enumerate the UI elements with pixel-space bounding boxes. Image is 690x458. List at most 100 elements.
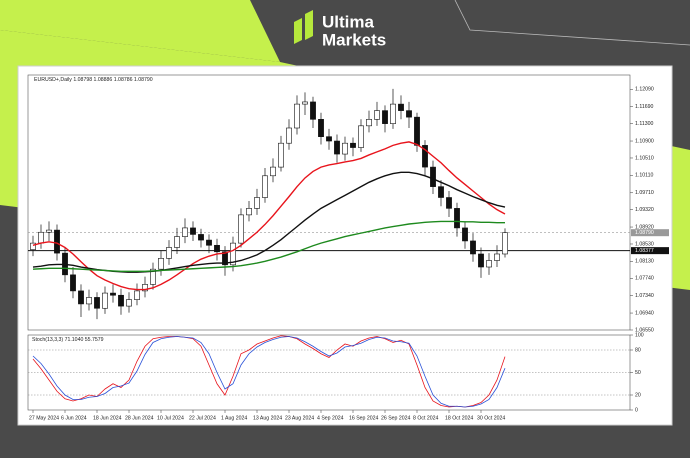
y-tick-label: 1.11690	[635, 104, 653, 110]
y-tick-label: 50	[635, 370, 641, 376]
candle-body	[230, 242, 236, 266]
chart-panel	[17, 65, 673, 426]
x-tick-label: 28 Jun 2024	[125, 415, 154, 421]
candle-body	[318, 119, 324, 137]
candle-body	[38, 231, 44, 244]
candle-body	[102, 292, 108, 309]
candle-body	[406, 110, 412, 118]
x-tick-label: 18 Jun 2024	[93, 415, 122, 421]
x-tick-label: 22 Jul 2024	[189, 415, 216, 421]
candle-body	[446, 197, 452, 209]
candle-body	[150, 268, 156, 285]
y-tick-label: 1.11300	[635, 121, 653, 127]
y-tick-label: 20	[635, 392, 641, 398]
indicator-line	[32, 220, 505, 273]
x-tick-label: 8 Oct 2024	[413, 415, 438, 421]
candle-body	[454, 208, 460, 229]
candle-body	[54, 229, 60, 254]
price-level-label: 1.08790	[635, 230, 654, 236]
y-tick-label: 1.10110	[635, 173, 653, 179]
deco-line	[454, 0, 690, 46]
candle-body	[294, 103, 300, 129]
candle-body	[214, 244, 220, 253]
y-tick-label: 100	[635, 332, 644, 338]
candle-body	[310, 101, 316, 120]
candle-body	[198, 234, 204, 241]
x-tick-label: 23 Aug 2024	[285, 415, 314, 421]
y-tick-label: 80	[635, 347, 641, 353]
candle-body	[270, 166, 276, 177]
x-tick-label: 4 Sep 2024	[317, 415, 344, 421]
y-tick-label: 1.09710	[635, 190, 654, 196]
candle-body	[438, 186, 444, 198]
candle-body	[342, 142, 348, 155]
price-level-tag	[631, 229, 669, 237]
y-tick-label: 1.09320	[635, 207, 654, 213]
stoch-title: Stoch(13,3,3) 71.1040 55.7579	[32, 337, 104, 343]
x-tick-label: 18 Oct 2024	[445, 415, 473, 421]
candle-body	[190, 227, 196, 235]
candle-body	[174, 236, 180, 248]
candle-body	[286, 127, 292, 144]
logo: Ultima Markets	[294, 10, 386, 49]
candle-body	[126, 299, 132, 307]
candle-body	[478, 253, 484, 268]
candle-body	[206, 239, 212, 246]
candle-body	[238, 214, 244, 244]
candle-body	[278, 142, 284, 168]
price-level-tag	[631, 247, 669, 255]
candle-body	[30, 242, 36, 250]
brand-line1: Ultima	[322, 12, 375, 31]
x-tick-label: 6 Jun 2024	[61, 415, 87, 421]
logo-icon	[294, 18, 302, 44]
candle-body	[350, 142, 356, 148]
candle-body	[118, 294, 124, 307]
logo-icon	[305, 10, 313, 40]
candle-body	[94, 297, 100, 309]
y-tick-label: 1.07740	[635, 276, 654, 282]
candle-body	[78, 290, 84, 305]
candle-body	[182, 227, 188, 237]
chart-title: EURUSD+,Daily 1.08798 1.08886 1.08786 1.…	[34, 77, 153, 83]
candle-body	[142, 284, 148, 292]
candle-body	[398, 103, 404, 111]
candle-body	[462, 227, 468, 242]
y-tick-label: 0	[635, 407, 638, 413]
candle-body	[494, 253, 500, 261]
candle-body	[326, 136, 332, 142]
indicator-line	[32, 336, 506, 408]
candle-body	[382, 110, 388, 124]
x-tick-label: 27 May 2024	[29, 415, 59, 421]
y-tick-label: 1.10510	[635, 155, 654, 161]
candle-body	[46, 229, 52, 233]
candle-body	[486, 260, 492, 268]
y-tick-label: 1.08130	[635, 259, 654, 265]
candle-body	[158, 258, 164, 270]
candle-body	[358, 125, 364, 148]
x-tick-label: 30 Oct 2024	[477, 415, 505, 421]
candle-body	[222, 251, 228, 266]
x-tick-label: 1 Aug 2024	[221, 415, 247, 421]
candle-body	[422, 145, 428, 168]
x-tick-label: 13 Aug 2024	[253, 415, 282, 421]
y-tick-label: 1.06940	[635, 310, 654, 316]
candle-body	[70, 274, 76, 292]
x-tick-label: 10 Jul 2024	[157, 415, 184, 421]
candle-body	[502, 232, 508, 255]
accent-corner	[0, 0, 280, 62]
indicator-line	[32, 335, 506, 408]
candle-body	[334, 140, 340, 155]
y-tick-label: 1.08920	[635, 224, 654, 230]
y-tick-label: 1.07340	[635, 293, 654, 299]
candle-body	[262, 175, 268, 198]
x-tick-label: 16 Sep 2024	[349, 415, 379, 421]
candle-body	[110, 292, 116, 296]
candle-body	[390, 103, 396, 124]
y-tick-label: 1.06550	[635, 327, 654, 333]
main-plot-frame	[27, 74, 631, 331]
candle-body	[254, 197, 260, 209]
candle-body	[374, 110, 380, 120]
candle-body	[134, 290, 140, 300]
candle-body	[302, 101, 308, 105]
